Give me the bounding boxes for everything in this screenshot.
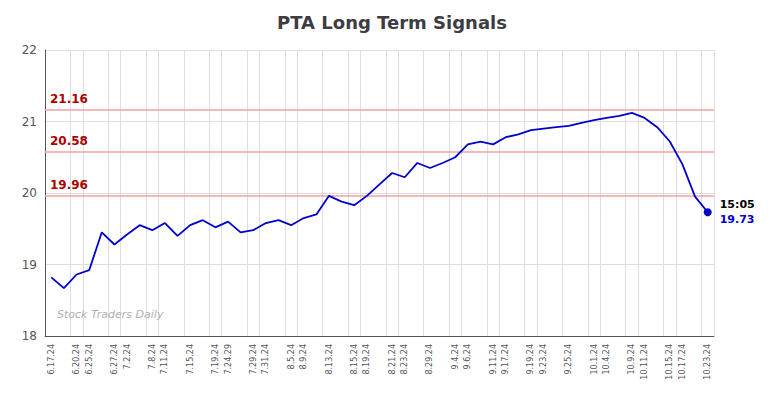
svg-text:7.15.24: 7.15.24: [186, 344, 195, 375]
svg-text:8.23.24: 8.23.24: [400, 344, 409, 375]
svg-text:10.17.24: 10.17.24: [678, 344, 687, 380]
svg-text:9.19.24: 9.19.24: [526, 344, 535, 375]
svg-text:7.24.29: 7.24.29: [224, 344, 233, 375]
svg-text:8.19.24: 8.19.24: [362, 344, 371, 375]
svg-text:7.2.24: 7.2.24: [123, 344, 132, 369]
svg-text:10.9.24: 10.9.24: [627, 344, 636, 375]
svg-text:8.13.24: 8.13.24: [325, 344, 334, 375]
svg-text:21.16: 21.16: [50, 92, 88, 106]
svg-text:10.23.24: 10.23.24: [703, 344, 712, 380]
svg-text:7.8.24: 7.8.24: [148, 344, 157, 369]
svg-text:19.73: 19.73: [720, 213, 755, 226]
svg-text:7.19.24: 7.19.24: [211, 344, 220, 375]
svg-text:20.58: 20.58: [50, 134, 88, 148]
svg-text:PTA Long Term Signals: PTA Long Term Signals: [277, 12, 507, 33]
svg-text:6.20.24: 6.20.24: [72, 344, 81, 375]
svg-text:8.9.24: 8.9.24: [299, 344, 308, 369]
svg-text:19: 19: [22, 258, 37, 272]
svg-text:8.15.24: 8.15.24: [350, 344, 359, 375]
svg-text:8.29.24: 8.29.24: [425, 344, 434, 375]
svg-text:7.29.24: 7.29.24: [249, 344, 258, 375]
svg-text:8.5.24: 8.5.24: [287, 344, 296, 369]
svg-text:9.6.24: 9.6.24: [463, 344, 472, 369]
svg-text:9.4.24: 9.4.24: [451, 344, 460, 369]
svg-text:18: 18: [22, 329, 37, 343]
svg-text:19.96: 19.96: [50, 178, 88, 192]
svg-text:22: 22: [22, 43, 37, 57]
svg-text:Stock Traders Daily: Stock Traders Daily: [57, 308, 164, 321]
svg-text:9.11.24: 9.11.24: [489, 344, 498, 375]
svg-text:20: 20: [22, 186, 37, 200]
svg-text:9.23.24: 9.23.24: [539, 344, 548, 375]
svg-text:15:05: 15:05: [720, 198, 755, 211]
svg-text:6.17.24: 6.17.24: [47, 344, 56, 375]
svg-text:6.25.24: 6.25.24: [85, 344, 94, 375]
svg-text:8.21.24: 8.21.24: [388, 344, 397, 375]
svg-text:9.25.24: 9.25.24: [564, 344, 573, 375]
svg-text:7.11.24: 7.11.24: [160, 344, 169, 375]
svg-text:6.27.24: 6.27.24: [110, 344, 119, 375]
svg-text:10.4.24: 10.4.24: [602, 344, 611, 375]
svg-text:10.1.24: 10.1.24: [590, 344, 599, 375]
svg-text:7.31.24: 7.31.24: [261, 344, 270, 375]
svg-text:21: 21: [22, 115, 37, 129]
svg-text:10.11.24: 10.11.24: [640, 344, 649, 380]
svg-text:9.17.24: 9.17.24: [501, 344, 510, 375]
svg-text:10.15.24: 10.15.24: [665, 344, 674, 380]
